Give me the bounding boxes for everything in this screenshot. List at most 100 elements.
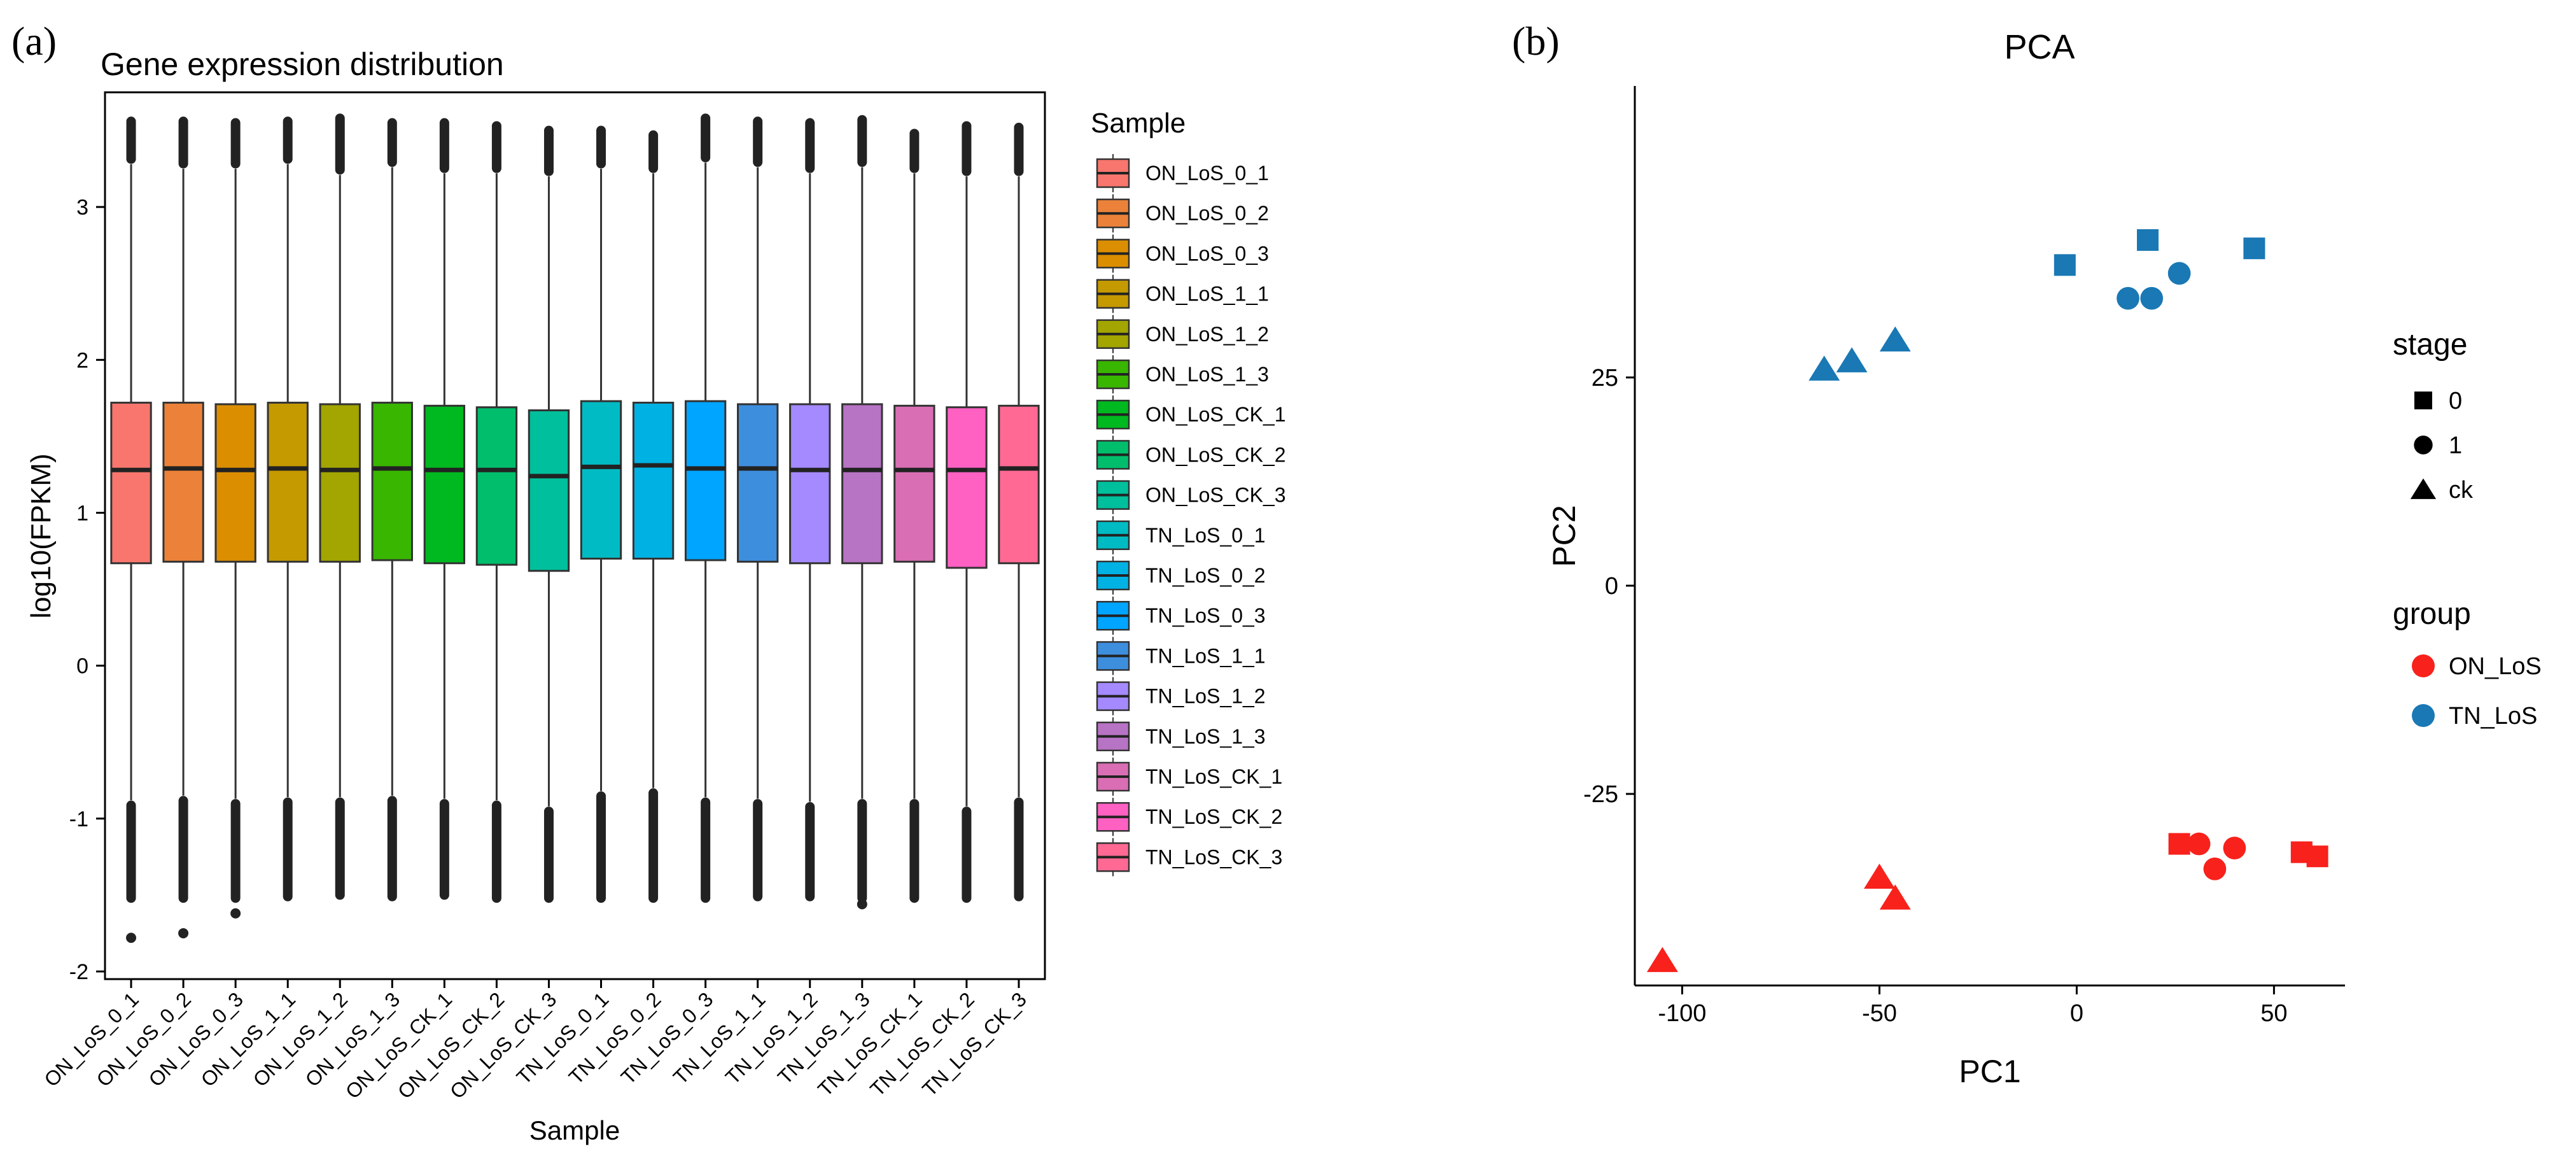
box — [580, 400, 622, 560]
pca-point-on-los-stage-1 — [2203, 857, 2227, 880]
pca-y-tick-label: -25 — [1583, 781, 1618, 808]
legend-group-color-icon — [2412, 704, 2435, 727]
boxplot-y-tick-label: 3 — [76, 195, 88, 220]
pca-point-tn-los-stage-1 — [2167, 262, 2191, 285]
boxplot-legend-item-16: TN_LoS_CK_2 — [1096, 798, 1282, 837]
pca-point-on-los-stage-0 — [2168, 833, 2190, 855]
box — [946, 406, 988, 569]
boxplot-sample-15 — [893, 129, 935, 903]
pca-point-on-los-stage-1 — [2187, 832, 2211, 856]
panel-a-boxplot: (a) Gene expression distribution -2 -1 0 1 2… — [11, 18, 1286, 1145]
box — [214, 403, 256, 563]
boxplot-x-axis-title: Sample — [529, 1115, 620, 1145]
legend-group-color-icon — [2412, 654, 2435, 677]
boxplot-legend-item-11: TN_LoS_0_3 — [1096, 597, 1266, 635]
boxplot-sample-0 — [110, 117, 152, 943]
pca-y-axis-title: PC2 — [1546, 505, 1582, 567]
boxplot-sample-13 — [789, 118, 831, 901]
pca-y-tick-label: 0 — [1605, 573, 1618, 600]
pca-point-tn-los-stage-1 — [2140, 286, 2164, 310]
boxplot-title: Gene expression distribution — [101, 46, 504, 82]
box — [162, 402, 204, 563]
boxplot-legend-label: TN_LoS_0_2 — [1145, 564, 1266, 587]
boxplot-legend-label: ON_LoS_1_2 — [1145, 323, 1269, 346]
boxplot-boxes — [110, 113, 1040, 943]
boxplot-sample-3 — [267, 117, 309, 901]
boxplot-x-axis: ON_LoS_0_1ON_LoS_0_2ON_LoS_0_3ON_LoS_1_1… — [39, 979, 1031, 1103]
legend-triangle-icon — [2410, 478, 2437, 499]
outlier-point — [178, 928, 189, 938]
boxplot-legend-label: TN_LoS_1_2 — [1145, 685, 1266, 708]
box — [475, 406, 518, 566]
boxplot-legend-label: TN_LoS_0_3 — [1145, 604, 1266, 627]
boxplot-legend-item-15: TN_LoS_CK_1 — [1096, 758, 1282, 796]
boxplot-legend-item-0: ON_LoS_0_1 — [1096, 154, 1269, 192]
boxplot-legend-item-9: TN_LoS_0_1 — [1096, 516, 1266, 554]
legend-square-icon — [2414, 392, 2432, 409]
boxplot-legend-label: ON_LoS_1_1 — [1145, 283, 1269, 306]
boxplot-sample-10 — [632, 130, 675, 903]
boxplot-sample-11 — [684, 113, 727, 903]
pca-legend-stage-item-1: 1 — [2414, 432, 2462, 459]
pca-x-tick-label: 0 — [2070, 1000, 2083, 1027]
boxplot-plot-frame — [104, 91, 1046, 980]
box — [789, 403, 831, 565]
box — [737, 403, 779, 563]
outlier-point — [230, 908, 241, 919]
box — [110, 402, 152, 565]
pca-point-tn-los-stage-1 — [2117, 286, 2139, 310]
box — [841, 403, 883, 565]
boxplot-legend-item-13: TN_LoS_1_2 — [1096, 677, 1266, 716]
boxplot-legend-label: TN_LoS_1_3 — [1145, 725, 1266, 748]
boxplot-legend-item-17: TN_LoS_CK_3 — [1096, 838, 1282, 877]
boxplot-legend-label: ON_LoS_CK_1 — [1145, 403, 1286, 426]
box — [684, 400, 727, 561]
pca-point-on-los-stage-1 — [2223, 837, 2246, 859]
boxplot-legend-item-14: TN_LoS_1_3 — [1096, 717, 1266, 756]
boxplot-legend-title: Sample — [1091, 108, 1186, 139]
boxplot-sample-7 — [475, 121, 518, 903]
pca-point-on-los-stage-ck — [1879, 884, 1911, 910]
pca-legend-stage-label: 0 — [2449, 388, 2462, 414]
pca-point-tn-los-stage-0 — [2054, 254, 2076, 276]
pca-point-on-los-stage-ck — [1646, 947, 1678, 972]
boxplot-legend-label: TN_LoS_CK_3 — [1145, 845, 1282, 868]
box — [319, 403, 361, 563]
pca-legend-group-label: ON_LoS — [2449, 653, 2542, 680]
pca-point-tn-los-stage-ck — [1836, 347, 1868, 372]
box — [632, 402, 675, 560]
boxplot-legend-item-2: ON_LoS_0_3 — [1096, 234, 1269, 273]
pca-point-tn-los-stage-ck — [1809, 355, 1840, 381]
outlier-point — [857, 899, 867, 910]
boxplot-y-tick-label: 0 — [76, 654, 88, 679]
pca-point-tn-los-stage-ck — [1879, 326, 1911, 352]
pca-legend-stage-label: 1 — [2449, 432, 2462, 459]
boxplot-sample-8 — [528, 125, 570, 903]
pca-point-on-los-stage-ck — [1863, 863, 1895, 889]
panel-b-label: (b) — [1512, 18, 1560, 64]
boxplot-y-tick-label: 2 — [76, 348, 88, 372]
boxplot-y-tick-label: -1 — [69, 807, 88, 831]
pca-y-tick-label: 25 — [1592, 365, 1618, 392]
pca-legend-stage-item-2: ck — [2410, 477, 2474, 504]
pca-legend-group-label: TN_LoS — [2449, 703, 2537, 730]
boxplot-sample-16 — [946, 121, 988, 903]
pca-point-tn-los-stage-0 — [2243, 237, 2265, 260]
pca-x-tick-label: -100 — [1658, 1000, 1706, 1027]
boxplot-sample-1 — [162, 117, 204, 938]
boxplot-legend-label: ON_LoS_1_3 — [1145, 363, 1269, 386]
boxplot-legend: Sample ON_LoS_0_1 ON_LoS_0_2 ON_LoS_0_3 ON_… — [1091, 108, 1286, 877]
box — [371, 402, 413, 561]
boxplot-legend-label: ON_LoS_0_3 — [1145, 242, 1269, 265]
boxplot-sample-5 — [371, 118, 413, 901]
box — [893, 404, 935, 563]
boxplot-legend-item-6: ON_LoS_CK_1 — [1096, 395, 1286, 434]
pca-point-tn-los-stage-0 — [2137, 229, 2159, 251]
panel-b-pca: (b) PCA -100 -50 0 50 -25 0 25 PC2 PC1 stage g… — [1512, 18, 2542, 1089]
boxplot-sample-2 — [214, 118, 256, 919]
pca-points — [1646, 229, 2328, 972]
pca-title: PCA — [2004, 28, 2075, 66]
pca-axes — [1634, 86, 2345, 987]
pca-x-tick-label: -50 — [1862, 1000, 1897, 1027]
pca-legend-group-item-1: TN_LoS — [2412, 703, 2537, 730]
